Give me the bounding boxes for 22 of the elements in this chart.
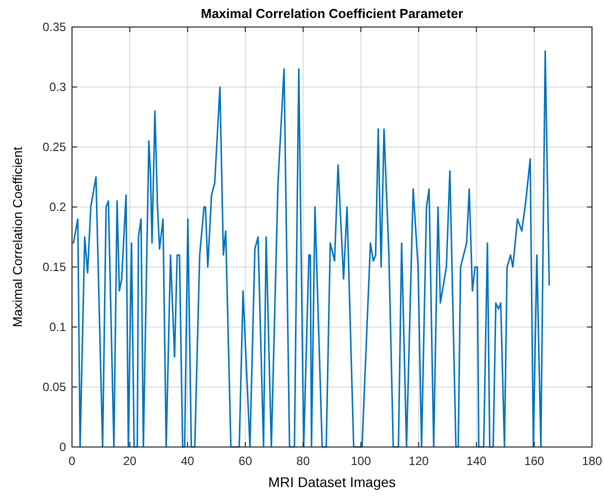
y-tick-label: 0.05 xyxy=(42,380,66,394)
x-tick-label: 100 xyxy=(350,454,372,468)
x-tick-label: 140 xyxy=(466,454,487,468)
y-tick-label: 0.1 xyxy=(49,320,66,334)
y-tick-label: 0.25 xyxy=(42,140,66,154)
x-tick-label: 180 xyxy=(582,454,602,468)
x-tick-label: 0 xyxy=(68,454,76,468)
y-tick-label: 0 xyxy=(59,440,66,454)
x-tick-label: 40 xyxy=(180,454,195,468)
y-axis-title: Maximal Correlation Coefficient xyxy=(10,146,25,328)
x-tick-label: 60 xyxy=(238,454,252,468)
y-tick-label: 0.2 xyxy=(49,200,66,214)
line-series xyxy=(72,50,550,448)
y-tick-label: 0.35 xyxy=(42,20,66,34)
x-tick-label: 80 xyxy=(296,454,310,468)
y-tick-label: 0.3 xyxy=(49,80,66,94)
x-axis-title: MRI Dataset Images xyxy=(268,474,396,490)
x-tick-label: 120 xyxy=(408,454,429,468)
x-tick-label: 160 xyxy=(524,454,545,468)
y-tick-label: 0.15 xyxy=(42,260,66,274)
x-tick-label: 20 xyxy=(123,454,137,468)
chart-title: Maximal Correlation Coefficient Parameter xyxy=(200,6,464,21)
